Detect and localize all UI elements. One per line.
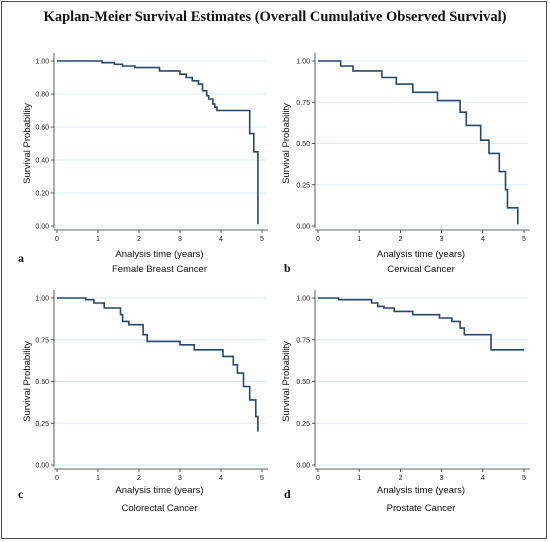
panel-b-subtitle: Cervical Cancer (387, 264, 455, 275)
panel-c-x-tick-label: 0 (55, 475, 59, 482)
panel-c-y-tick-label: 0.75 (35, 337, 49, 344)
panel-b-y-axis-label: Survival Probability (281, 103, 292, 184)
panel-b-x-tick-label: 1 (357, 236, 361, 243)
panel-a-y-tick-label: 1.00 (35, 59, 49, 66)
panel-c-survival-curve (57, 297, 259, 432)
panel-c-x-tick-label: 5 (260, 475, 264, 482)
panel-c-y-tick-label: 0.00 (35, 463, 49, 470)
panel-b-x-tick-label: 2 (398, 236, 402, 243)
panel-b-letter: b (284, 261, 291, 275)
panel-b-y-tick-label: 1.00 (296, 59, 310, 66)
panel-a-y-axis-label: Survival Probability (22, 103, 33, 184)
panel-d-x-tick-label: 4 (481, 475, 485, 482)
panel-d-y-tick-label: 0.75 (296, 337, 310, 344)
panel-c-x-tick-label: 2 (137, 475, 141, 482)
panel-d-x-tick-label: 3 (440, 475, 444, 482)
panel-b-x-tick-label: 0 (316, 236, 320, 243)
panel-d-letter: d (284, 487, 291, 501)
panel-b-y-tick-label: 0.25 (296, 182, 310, 189)
panel-a-x-tick-label: 1 (96, 236, 100, 243)
panel-b-x-tick-label: 5 (522, 236, 526, 243)
panel-d-y-tick-label: 0.50 (296, 379, 310, 386)
panel-c-x-tick-label: 4 (219, 475, 223, 482)
panel-a-y-tick-label: 0.00 (35, 224, 49, 231)
panel-d-y-axis-label: Survival Probability (281, 341, 292, 422)
panel-c-subtitle: Colorectal Cancer (121, 503, 197, 514)
panel-a-subtitle: Female Breast Cancer (112, 264, 207, 275)
panel-c-y-axis-label: Survival Probability (22, 341, 33, 422)
panel-c-letter: c (18, 487, 24, 501)
panel-d-y-tick-label: 0.25 (296, 421, 310, 428)
panel-c-x-tick-label: 1 (96, 475, 100, 482)
panel-b-y-tick-label: 0.75 (296, 100, 310, 107)
panel-b-survival-curve (318, 60, 519, 225)
panel-b-x-axis-label: Analysis time (years) (377, 249, 465, 260)
panel-d-x-tick-label: 2 (398, 475, 402, 482)
panel-b-x-tick-label: 4 (481, 236, 485, 243)
panel-a-y-tick-label: 0.60 (35, 125, 49, 132)
panel-a-x-tick-label: 0 (55, 236, 59, 243)
panel-b-x-tick-label: 3 (440, 236, 444, 243)
panel-c-x-tick-label: 3 (178, 475, 182, 482)
panel-d-survival-curve (318, 297, 524, 351)
panel-d-x-axis-label: Analysis time (years) (377, 485, 465, 496)
panel-a-x-tick-label: 5 (260, 236, 264, 243)
figure-title: Kaplan-Meier Survival Estimates (Overall… (43, 9, 507, 25)
panel-a-x-tick-label: 2 (137, 236, 141, 243)
panel-a-y-tick-label: 0.40 (35, 158, 49, 165)
panel-a-x-axis-label: Analysis time (years) (115, 249, 203, 260)
panel-c-y-tick-label: 1.00 (35, 296, 49, 303)
panel-a-y-tick-label: 0.20 (35, 191, 49, 198)
panel-a-x-tick-label: 4 (219, 236, 223, 243)
panel-a-letter: a (18, 251, 24, 265)
panel-c-x-axis-label: Analysis time (years) (115, 485, 203, 496)
panel-d-subtitle: Prostate Cancer (387, 503, 456, 514)
panel-c-y-tick-label: 0.50 (35, 379, 49, 386)
panel-d-x-tick-label: 5 (522, 475, 526, 482)
panel-d-y-tick-label: 1.00 (296, 296, 310, 303)
panel-b-y-tick-label: 0.50 (296, 141, 310, 148)
panel-a-y-tick-label: 0.80 (35, 92, 49, 99)
panel-c-y-tick-label: 0.25 (35, 421, 49, 428)
panel-a-survival-curve (57, 60, 259, 225)
panel-d-x-tick-label: 0 (316, 475, 320, 482)
panel-b-y-tick-label: 0.00 (296, 224, 310, 231)
panel-d-y-tick-label: 0.00 (296, 463, 310, 470)
panel-d-x-tick-label: 1 (357, 475, 361, 482)
panel-a-x-tick-label: 3 (178, 236, 182, 243)
